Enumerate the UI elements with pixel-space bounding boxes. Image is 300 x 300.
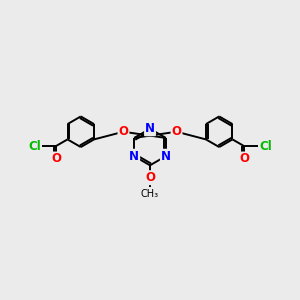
Text: O: O <box>145 171 155 184</box>
Text: N: N <box>145 122 155 135</box>
Text: O: O <box>172 125 182 138</box>
Text: Cl: Cl <box>28 140 41 152</box>
Text: Cl: Cl <box>259 140 272 152</box>
Text: N: N <box>161 150 171 163</box>
Text: CH₃: CH₃ <box>141 189 159 199</box>
Text: N: N <box>129 150 139 163</box>
Text: O: O <box>51 152 61 166</box>
Text: O: O <box>239 152 249 166</box>
Text: O: O <box>118 125 128 138</box>
